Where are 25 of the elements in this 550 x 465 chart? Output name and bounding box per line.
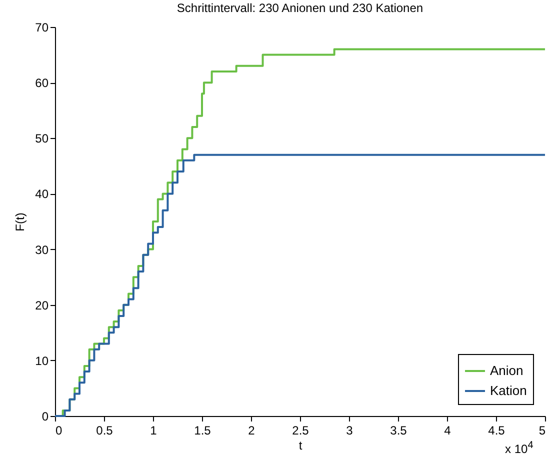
x-tick-label: 1.5 xyxy=(194,424,212,438)
y-axis-title: F(t) xyxy=(13,212,28,232)
x-tick-label: 5 xyxy=(538,424,546,438)
y-tick-label: 70 xyxy=(35,20,49,34)
x-axis-title: t xyxy=(298,438,303,452)
x-tick-label: 2.5 xyxy=(292,424,310,438)
y-tick-label: 30 xyxy=(35,242,49,257)
x-tick-label: 0 xyxy=(56,424,62,438)
x-tick-label: 2 xyxy=(248,424,256,438)
text: x 10$^{4}$ xyxy=(505,440,534,456)
y-tick-label: 60 xyxy=(35,76,49,90)
y-tick-label: 0 xyxy=(42,410,49,424)
x-tick-label: 4.5 xyxy=(488,424,506,438)
y-tick-label: 10 xyxy=(35,354,49,368)
x-tick-label: 3 xyxy=(346,424,354,438)
chart-title: Schrittintervall: 230 Anionen und 230 Kationen xyxy=(176,1,424,15)
legend-label: Anion xyxy=(490,363,524,378)
x-tick-label: 1 xyxy=(150,424,158,438)
y-tick-label: 20 xyxy=(35,298,49,312)
legend-label: Kation xyxy=(490,383,527,398)
y-tick-label: 40 xyxy=(35,187,49,202)
x-tick-label: 0.5 xyxy=(96,424,114,438)
x-tick-label: 4 xyxy=(444,424,452,438)
y-tick-label: 50 xyxy=(35,132,49,146)
x-tick-label: 3.5 xyxy=(390,424,408,438)
